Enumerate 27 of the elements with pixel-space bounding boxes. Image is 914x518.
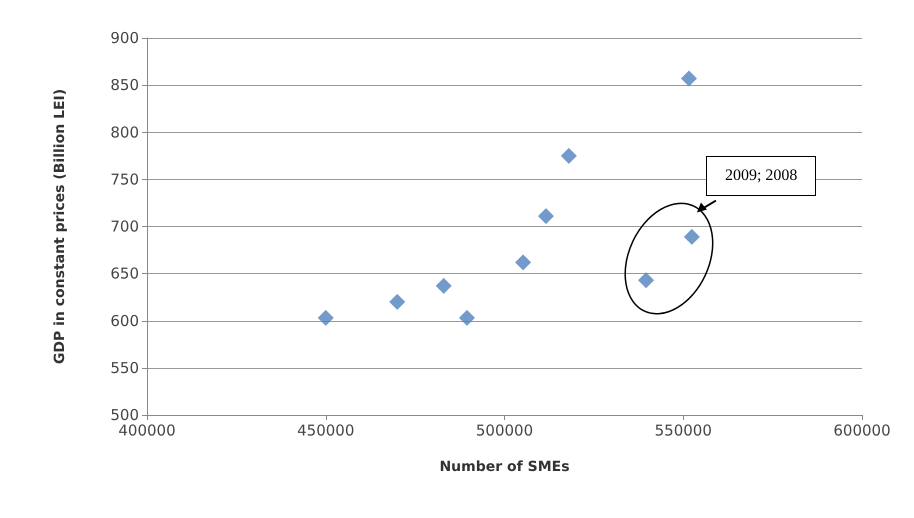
point xyxy=(389,294,406,310)
y-tick-label: 650 xyxy=(110,264,139,283)
y-tick-label: 700 xyxy=(110,218,139,236)
x-tick-label: 450000 xyxy=(297,422,354,440)
point xyxy=(318,310,334,326)
y-tick-label: 500 xyxy=(110,406,139,424)
point xyxy=(638,272,654,288)
x-axis-title: Number of SMEs xyxy=(439,459,570,475)
annotation: 2009; 2008 xyxy=(706,156,816,196)
y-tick-label: 600 xyxy=(110,312,139,330)
point xyxy=(538,208,554,224)
y-tick-label: 550 xyxy=(110,358,139,377)
point xyxy=(436,278,452,294)
point xyxy=(684,228,700,245)
y-axis-title: GDP in constant prices (Billion LEI) xyxy=(52,88,68,364)
x-tick-label: 500000 xyxy=(476,422,534,440)
point xyxy=(560,148,577,164)
x-tick-label: 400000 xyxy=(118,422,176,440)
y-tick-label: 800 xyxy=(110,123,139,142)
x-tick-label: 550000 xyxy=(654,422,712,440)
y-tick-label: 850 xyxy=(110,76,139,94)
point xyxy=(515,254,532,270)
point xyxy=(680,70,697,87)
x-tick-label: 600000 xyxy=(833,422,891,440)
y-tick-label: 750 xyxy=(110,170,139,188)
point xyxy=(458,310,475,326)
y-tick-label: 900 xyxy=(110,29,139,47)
